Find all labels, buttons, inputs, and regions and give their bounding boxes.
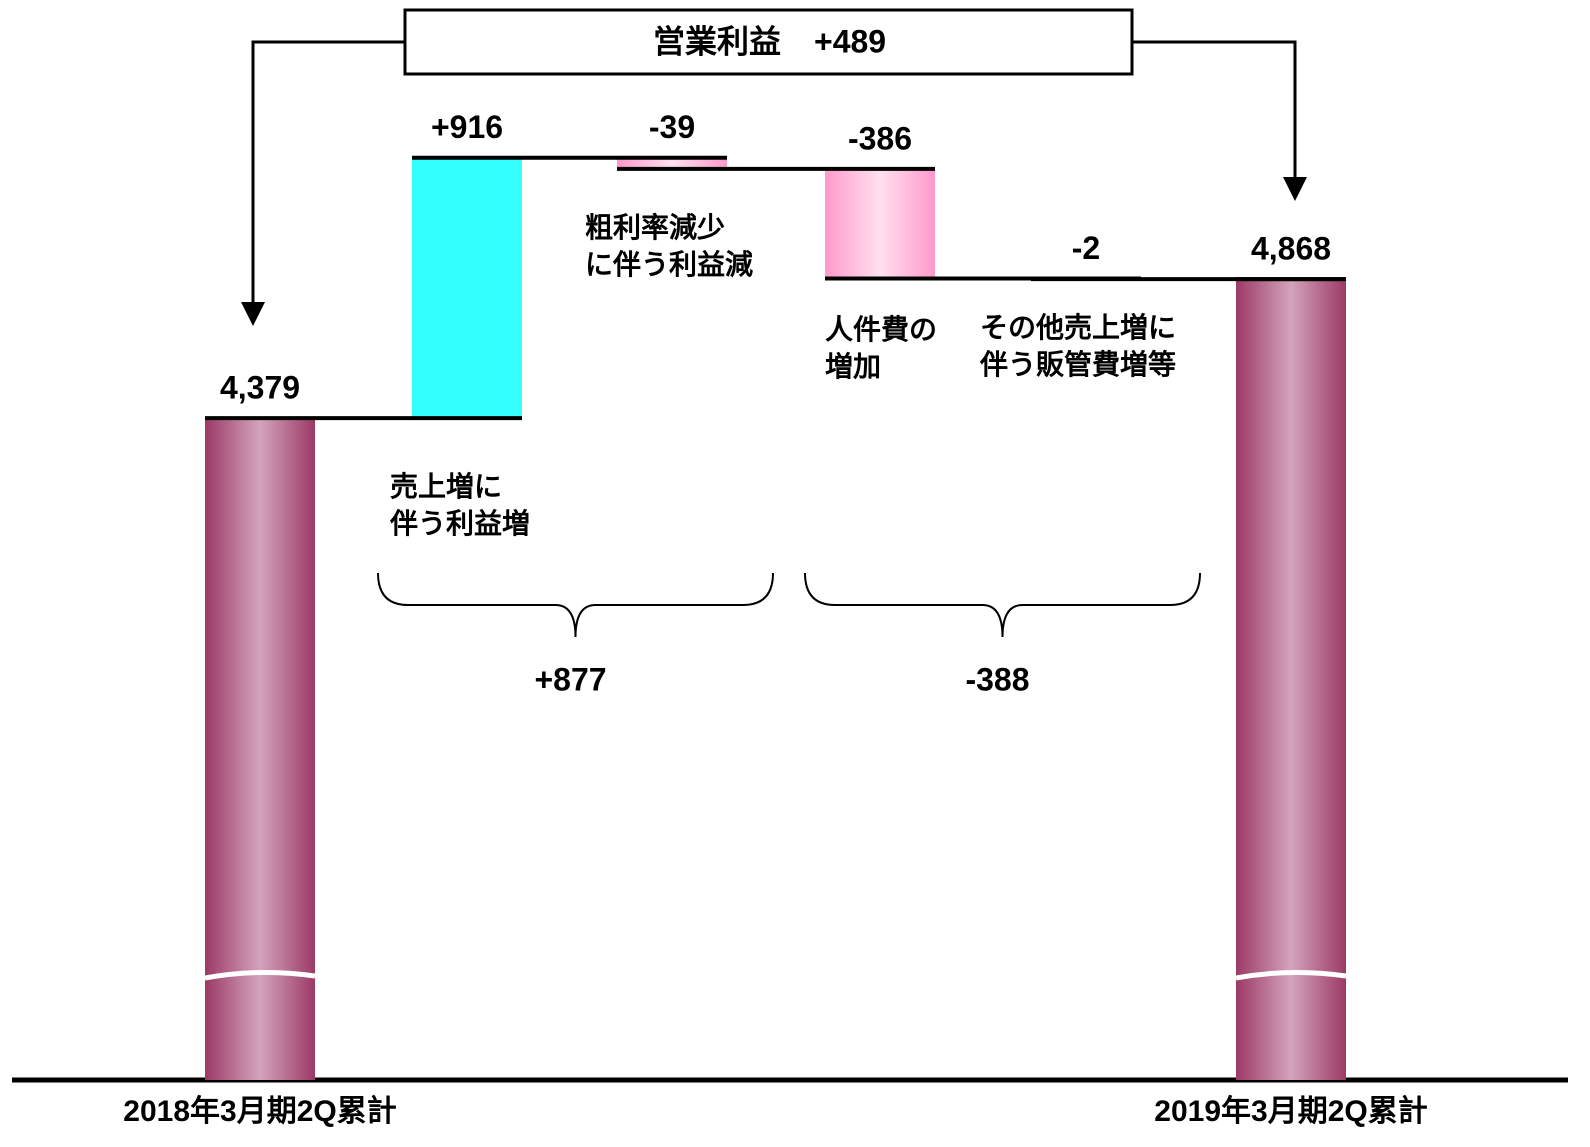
brace: [804, 572, 1201, 638]
category-label: その他売上増に 伴う販管費増等: [980, 312, 1177, 381]
value-label: 4,379: [220, 370, 300, 406]
value-label: -2: [1072, 230, 1100, 266]
bar: [412, 157, 522, 419]
group-label: +877: [534, 661, 606, 697]
annotation-text: 営業利益: [653, 23, 781, 59]
bar: [1236, 279, 1346, 1080]
value-label: +916: [431, 109, 503, 145]
category-label: 2018年3月期2Q累計: [123, 1095, 397, 1128]
axis-break: [1235, 969, 1347, 981]
category-label: 売上増に 伴う利益増: [390, 471, 531, 540]
bar: [205, 418, 315, 1080]
value-label: 4,868: [1251, 231, 1331, 267]
bar: [617, 157, 727, 169]
value-label: -39: [649, 109, 695, 145]
arrow-line: [1132, 40, 1297, 180]
value-label: -386: [848, 120, 912, 156]
arrow-head: [241, 302, 265, 326]
axis-break: [204, 969, 316, 981]
annotation-value: +489: [814, 23, 886, 59]
brace: [377, 572, 774, 638]
category-label: 人件費の 増加: [825, 313, 938, 382]
category-label: 粗利率減少 に伴う利益減: [585, 211, 754, 280]
group-label: -388: [965, 661, 1029, 697]
bar: [825, 168, 935, 279]
arrow-line: [251, 40, 405, 305]
arrow-head: [1283, 177, 1307, 201]
category-label: 2019年3月期2Q累計: [1154, 1095, 1428, 1128]
